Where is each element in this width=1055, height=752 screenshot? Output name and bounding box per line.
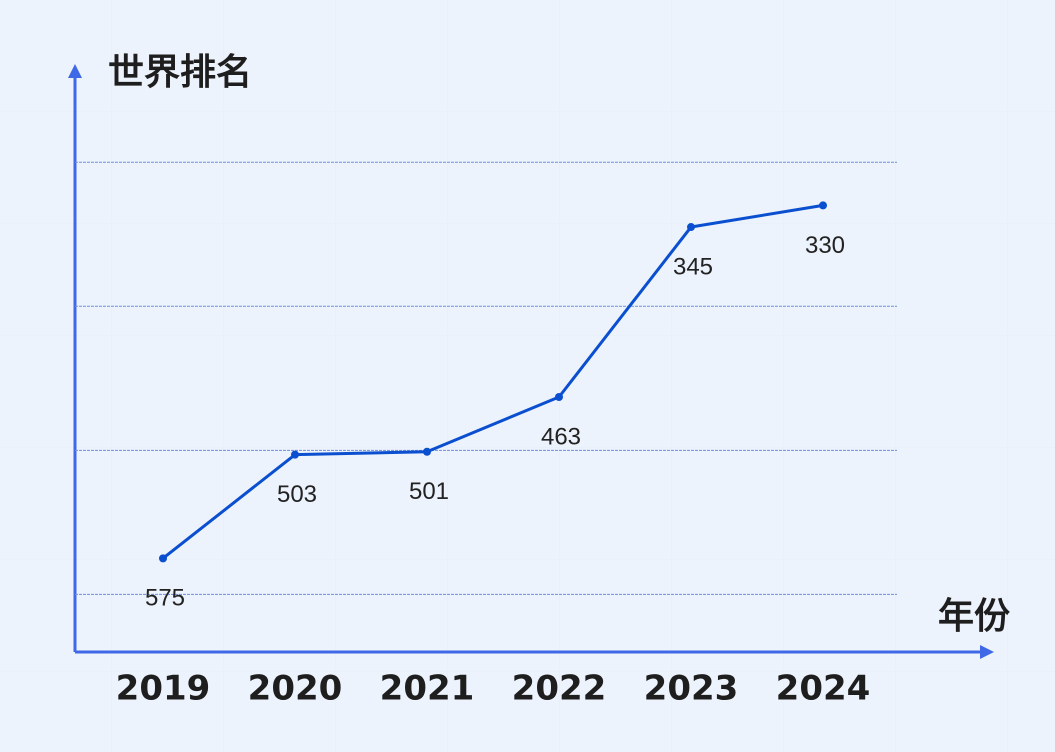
y-axis-title: 世界排名 bbox=[108, 52, 252, 93]
point bbox=[687, 223, 695, 232]
point bbox=[819, 201, 827, 210]
x-tick-label: 2023 bbox=[644, 669, 739, 709]
x-tick-label: 2022 bbox=[512, 669, 607, 709]
x-axis-title: 年份 bbox=[938, 596, 1010, 637]
point bbox=[423, 447, 431, 456]
line bbox=[162, 203, 824, 560]
y-axis-arrow bbox=[68, 64, 82, 78]
data-label: 575 bbox=[145, 585, 185, 612]
x-tick-label: 2019 bbox=[116, 669, 211, 709]
point bbox=[291, 450, 299, 459]
x-tick-label: 2024 bbox=[776, 669, 871, 709]
x-tick-label: 2020 bbox=[248, 669, 343, 709]
x-tick-label: 2021 bbox=[380, 669, 475, 709]
data-label: 345 bbox=[673, 253, 713, 280]
x-axis-arrow bbox=[980, 645, 994, 659]
point bbox=[159, 554, 167, 563]
data-label: 463 bbox=[541, 423, 581, 450]
data-label: 330 bbox=[805, 232, 845, 259]
data-label: 501 bbox=[409, 478, 449, 505]
data-label: 503 bbox=[277, 481, 317, 508]
point bbox=[555, 393, 563, 402]
